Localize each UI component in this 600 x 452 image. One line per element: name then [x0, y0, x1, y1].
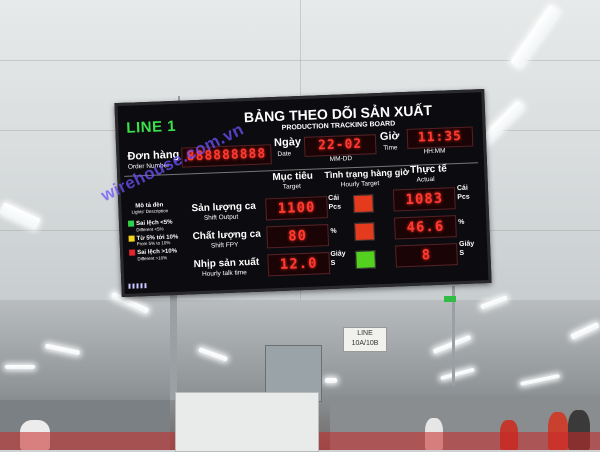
unit-actual-fpy: %	[458, 218, 465, 227]
whiteboard	[175, 392, 319, 452]
line-label: LINE 1	[126, 117, 177, 137]
target-takt-display: 12.0	[267, 252, 331, 277]
unit-target-output-sub: Pcs	[328, 203, 342, 212]
col-target-header: Mục tiêu	[272, 170, 314, 184]
col-actual-header: Thực tế	[409, 163, 448, 176]
unit-target-fpy: %	[330, 227, 337, 235]
ceiling-lamp	[5, 365, 35, 369]
target-fpy-display: 80	[266, 224, 330, 249]
green-swatch	[127, 220, 135, 227]
date-display: 22-02	[303, 134, 377, 157]
col-target-sub: Target	[282, 183, 301, 191]
row-label-fpy: Chất lượng ca	[192, 228, 262, 243]
actual-takt-display: 8	[395, 243, 458, 268]
line-sign-title: LINE	[357, 330, 373, 337]
yellow-swatch	[128, 235, 135, 242]
row-sub-output: Shift Output	[203, 213, 239, 222]
row-label-takt: Nhịp sản xuất	[193, 256, 260, 271]
status-lamp	[444, 296, 456, 302]
date-label: Ngày	[273, 136, 302, 150]
time-label: Giờ	[379, 130, 400, 144]
ir-receiver	[128, 283, 147, 289]
ceiling-lamp	[325, 378, 337, 383]
row-sub-fpy: Shift FPY	[210, 241, 239, 250]
unit-actual-takt-sub: S	[459, 249, 465, 258]
hourly-light-fpy	[354, 222, 375, 242]
time-format: HH:MM	[423, 147, 446, 156]
line-sign-number: 10A/10B	[351, 340, 379, 347]
support-pole	[170, 282, 177, 400]
unit-target-output: Cái	[328, 194, 340, 203]
col-hourly-header: Tình trạng hàng giờ	[324, 166, 410, 181]
line-sign: LINE 10A/10B	[343, 327, 387, 352]
col-hourly-sub: Hourly Target	[340, 180, 380, 189]
time-sub: Time	[383, 144, 398, 152]
row-label-output: Sản lượng ca	[191, 200, 257, 215]
time-display: 11:35	[406, 126, 474, 149]
ceiling-seam	[0, 60, 600, 61]
date-format: MM-DD	[329, 155, 353, 163]
hanging-cable	[452, 286, 455, 386]
row-sub-takt: Hourly talk time	[201, 269, 247, 278]
hourly-light-output	[353, 194, 374, 214]
col-actual-sub: Actual	[416, 175, 435, 184]
date-sub: Date	[277, 150, 292, 158]
unit-target-takt-sub: S	[330, 259, 336, 267]
production-tracking-board: LINE 1 BẢNG THEO DÕI SẢN XUẤT PRODUCTION…	[114, 88, 492, 298]
unit-actual-takt: Giây	[458, 240, 475, 249]
target-output-display: 1100	[265, 196, 328, 221]
lights-legend: Mô tả đèn Lights' Description Sai lệch <…	[127, 201, 193, 261]
red-swatch	[129, 249, 136, 256]
actual-fpy-display: 46.6	[394, 215, 457, 240]
unit-actual-output: Cái	[456, 184, 468, 193]
hourly-light-takt	[355, 250, 376, 270]
actual-output-display: 1083	[392, 187, 456, 212]
unit-target-takt: Giây	[330, 250, 346, 258]
unit-actual-output-sub: Pcs	[457, 193, 470, 202]
